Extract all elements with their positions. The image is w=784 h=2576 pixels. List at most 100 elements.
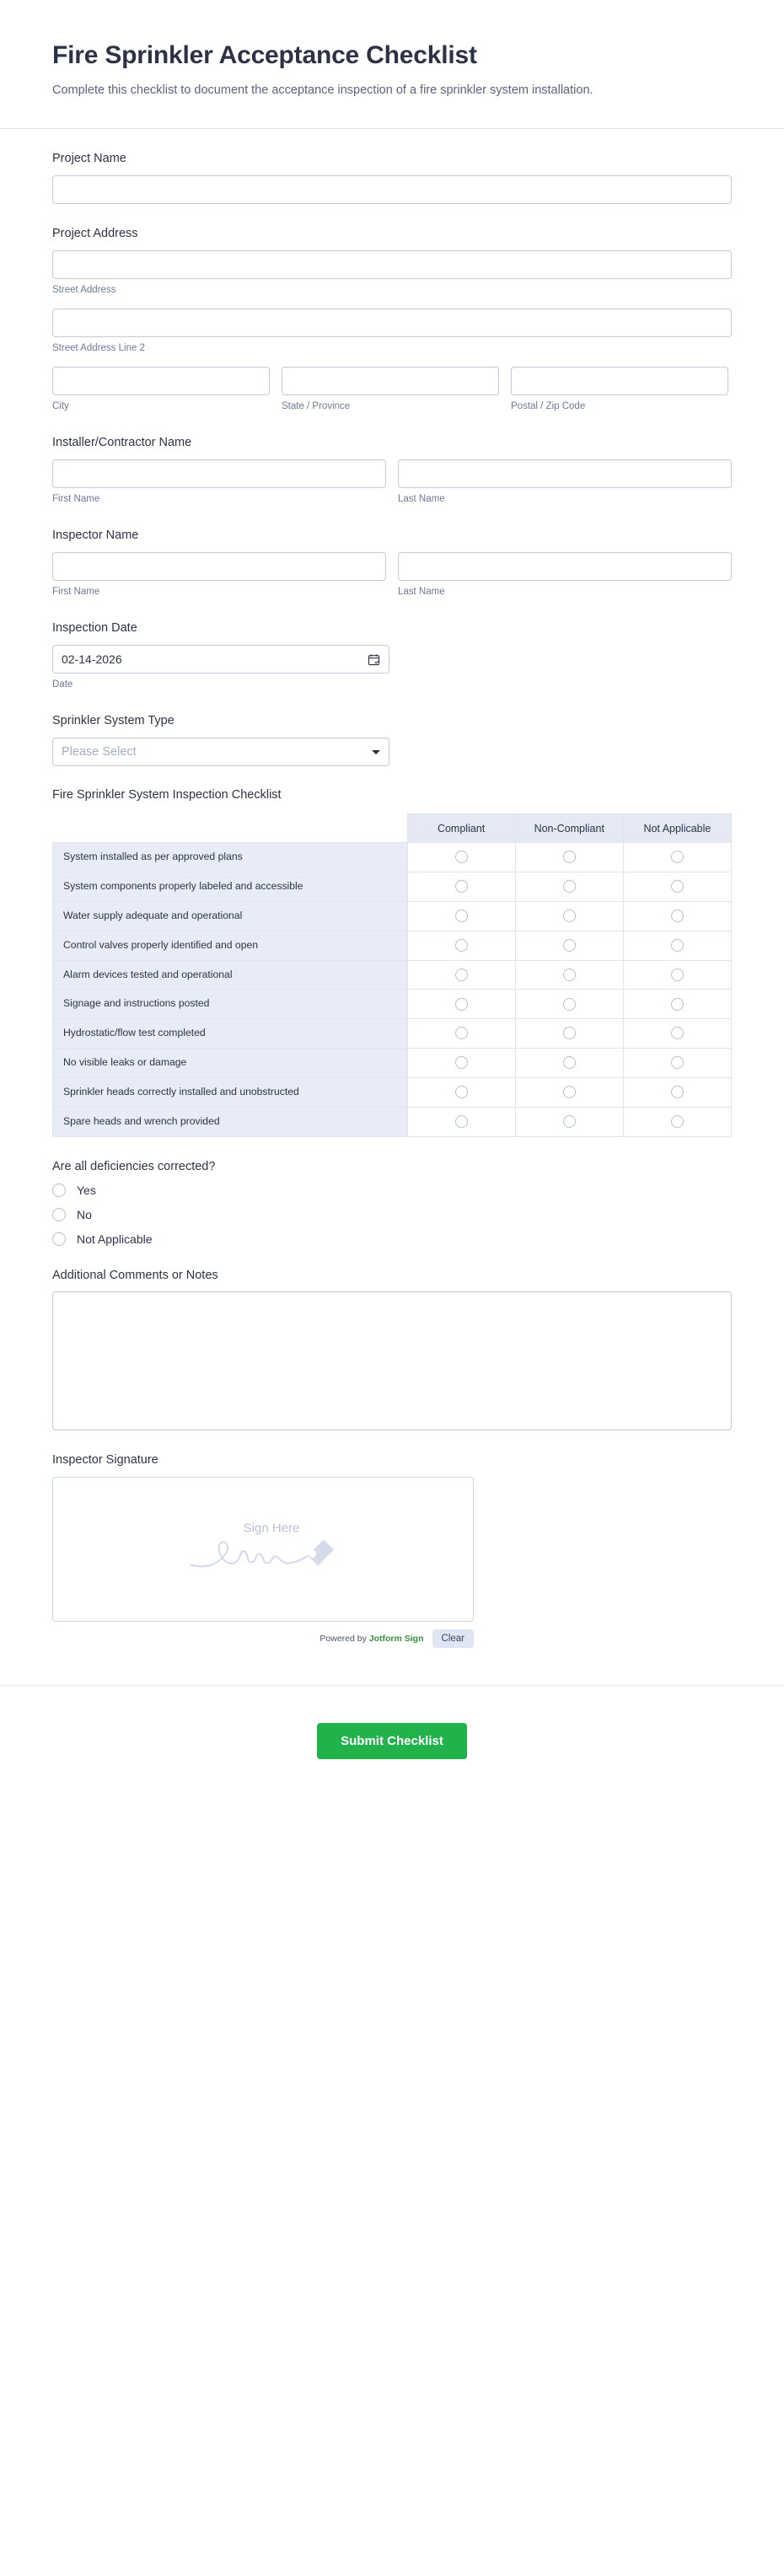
signature-label: Inspector Signature <box>52 1453 158 1468</box>
radio-icon[interactable] <box>52 1207 66 1221</box>
radio-icon[interactable] <box>454 1056 468 1070</box>
inspector-last-name-input[interactable] <box>398 552 732 582</box>
checklist-radio-cell[interactable] <box>514 989 624 1020</box>
checklist-radio-cell[interactable] <box>406 900 516 931</box>
radio-icon[interactable] <box>454 851 468 864</box>
radio-icon[interactable] <box>454 968 468 981</box>
zip-sublabel: Postal / Zip Code <box>511 401 586 412</box>
checklist-radio-cell[interactable] <box>622 842 733 872</box>
checklist-radio-cell[interactable] <box>514 1076 624 1108</box>
radio-icon[interactable] <box>562 968 576 981</box>
radio-icon[interactable] <box>562 938 576 952</box>
radio-icon[interactable] <box>670 938 684 952</box>
checklist-radio-cell[interactable] <box>514 1106 624 1137</box>
project-name-label: Project Name <box>52 152 126 166</box>
checklist-radio-cell[interactable] <box>622 1048 733 1078</box>
radio-icon[interactable] <box>670 968 684 981</box>
column-header-non-compliant: Non-Compliant <box>514 813 624 844</box>
radio-icon[interactable] <box>670 997 684 1011</box>
checklist-radio-cell[interactable] <box>622 871 733 902</box>
checklist-radio-cell[interactable] <box>622 930 733 961</box>
radio-icon[interactable] <box>562 1115 576 1129</box>
powered-prefix: Powered by <box>320 1634 369 1645</box>
inspection-date-label: Inspection Date <box>52 621 137 636</box>
list-item[interactable]: No <box>52 1207 732 1221</box>
checklist-radio-cell[interactable] <box>406 1048 516 1078</box>
list-item[interactable]: Not Applicable <box>52 1232 732 1246</box>
signature-canvas[interactable]: Sign Here <box>52 1477 474 1623</box>
checklist-radio-cell[interactable] <box>514 871 624 902</box>
checklist-radio-cell[interactable] <box>514 842 624 872</box>
radio-icon[interactable] <box>454 938 468 952</box>
checklist-radio-cell[interactable] <box>622 1076 733 1108</box>
radio-icon[interactable] <box>562 880 576 894</box>
radio-icon[interactable] <box>562 851 576 864</box>
checklist-radio-cell[interactable] <box>406 1018 516 1049</box>
radio-icon[interactable] <box>670 1115 684 1129</box>
chevron-down-icon[interactable] <box>372 749 380 754</box>
installer-last-name-input[interactable] <box>398 459 732 489</box>
calendar-icon[interactable] <box>368 653 380 666</box>
radio-icon[interactable] <box>562 1027 576 1040</box>
radio-icon[interactable] <box>670 1086 684 1099</box>
signature-placeholder: Sign Here <box>53 1521 473 1578</box>
radio-icon[interactable] <box>52 1232 66 1246</box>
checklist-radio-cell[interactable] <box>406 1076 516 1108</box>
installer-first-name-input[interactable] <box>52 459 386 489</box>
inspector-first-name-input[interactable] <box>52 552 386 582</box>
radio-icon[interactable] <box>562 910 576 922</box>
checklist-radio-cell[interactable] <box>406 989 516 1020</box>
checklist-radio-cell[interactable] <box>622 1106 733 1137</box>
state-input[interactable] <box>282 367 499 396</box>
state-group: State / Province <box>282 367 499 413</box>
radio-icon[interactable] <box>670 1027 684 1040</box>
checklist-radio-cell[interactable] <box>622 1018 733 1049</box>
checklist-radio-cell[interactable] <box>514 959 624 990</box>
radio-icon[interactable] <box>454 880 468 894</box>
city-input[interactable] <box>52 367 270 396</box>
list-item[interactable]: Yes <box>52 1183 732 1197</box>
radio-icon[interactable] <box>670 880 684 894</box>
radio-icon[interactable] <box>454 1115 468 1129</box>
checklist-radio-cell[interactable] <box>406 871 516 902</box>
checklist-radio-cell[interactable] <box>514 900 624 931</box>
checklist-radio-cell[interactable] <box>622 900 733 931</box>
checklist-radio-cell[interactable] <box>514 930 624 961</box>
radio-icon[interactable] <box>670 910 684 922</box>
checklist-row-label: Water supply adequate and operational <box>52 900 408 931</box>
zip-input[interactable] <box>511 367 728 396</box>
inspector-name-row: First Name Last Name <box>52 552 732 598</box>
street-address-2-input[interactable] <box>52 309 732 338</box>
project-name-input[interactable] <box>52 175 732 205</box>
radio-icon[interactable] <box>670 1056 684 1070</box>
checklist-radio-cell[interactable] <box>622 989 733 1020</box>
checklist-radio-cell[interactable] <box>406 930 516 961</box>
checklist-radio-cell[interactable] <box>514 1048 624 1078</box>
checklist-radio-cell[interactable] <box>622 959 733 990</box>
street-address-input[interactable] <box>52 250 732 280</box>
checklist-radio-cell[interactable] <box>406 1106 516 1137</box>
table-row: System components properly labeled and a… <box>52 871 733 902</box>
table-row: Sprinkler heads correctly installed and … <box>52 1076 733 1108</box>
system-type-select[interactable]: Please Select <box>52 738 389 767</box>
clear-signature-button[interactable]: Clear <box>432 1629 474 1649</box>
radio-icon[interactable] <box>454 1027 468 1040</box>
submit-checklist-button[interactable]: Submit Checklist <box>317 1723 467 1760</box>
inspector-last-sublabel: Last Name <box>398 587 445 598</box>
radio-icon[interactable] <box>454 910 468 922</box>
field-project-name: Project Name <box>52 151 732 205</box>
checklist-row-label: Control valves properly identified and o… <box>52 930 408 961</box>
radio-icon[interactable] <box>454 997 468 1011</box>
checklist-radio-cell[interactable] <box>406 959 516 990</box>
inspection-date-input[interactable]: 02-14-2026 <box>52 645 389 674</box>
radio-icon[interactable] <box>562 997 576 1011</box>
checklist-radio-cell[interactable] <box>406 842 516 872</box>
comments-textarea[interactable] <box>52 1291 732 1431</box>
installer-name-row: First Name Last Name <box>52 459 732 506</box>
radio-icon[interactable] <box>454 1086 468 1099</box>
radio-icon[interactable] <box>670 851 684 864</box>
radio-icon[interactable] <box>52 1183 66 1197</box>
radio-icon[interactable] <box>562 1086 576 1099</box>
radio-icon[interactable] <box>562 1056 576 1070</box>
checklist-radio-cell[interactable] <box>514 1018 624 1049</box>
